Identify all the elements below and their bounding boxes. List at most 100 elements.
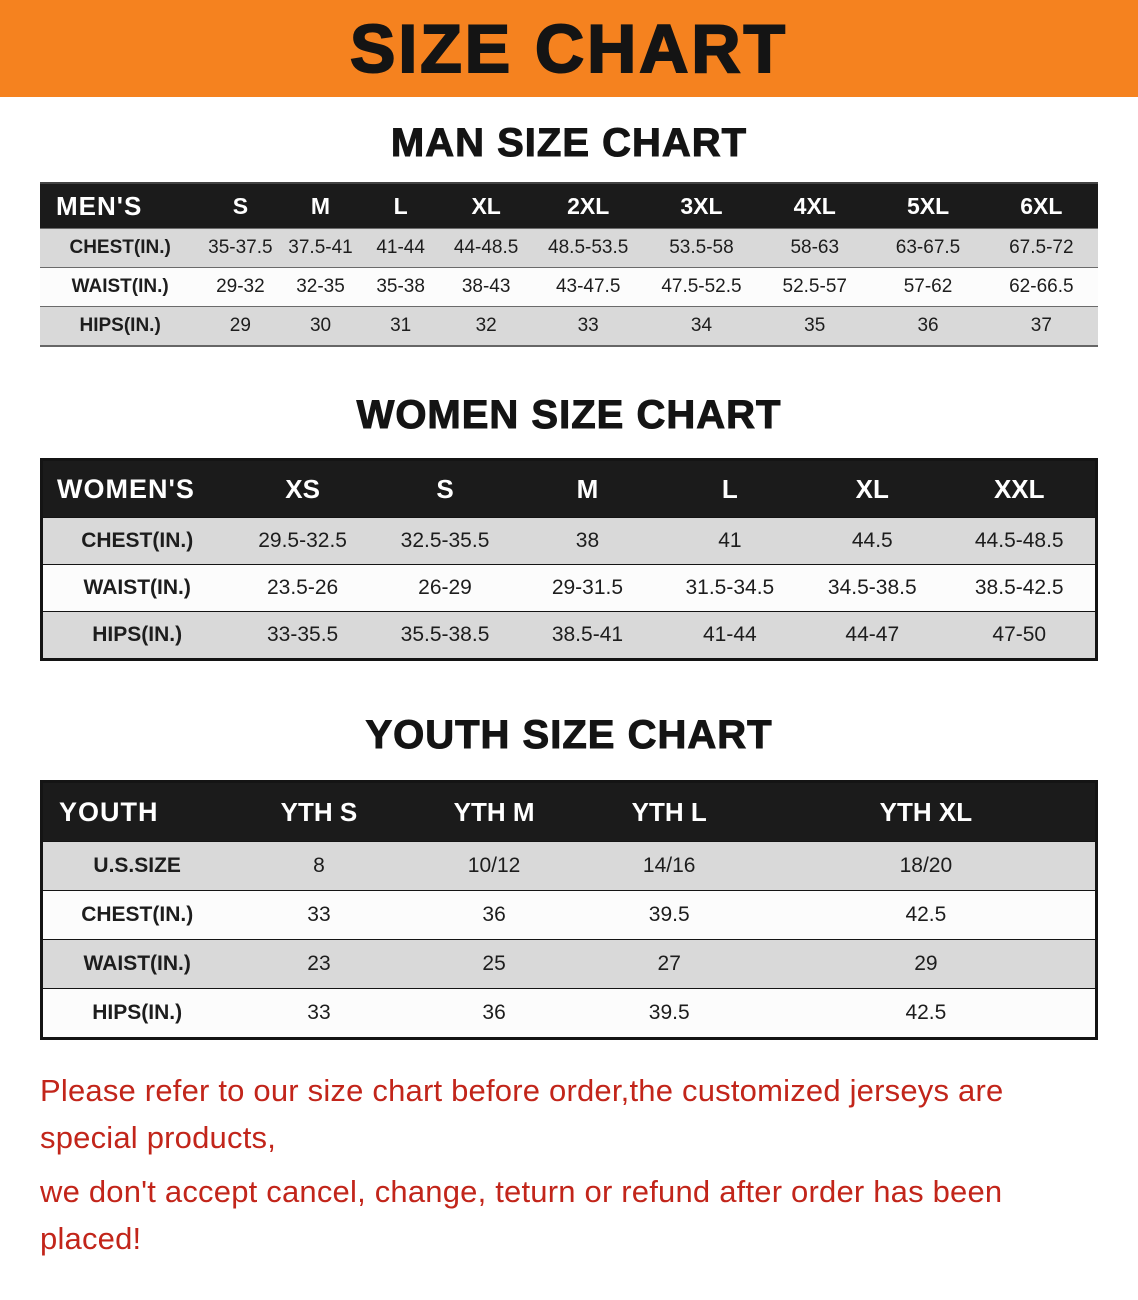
measurement-cell: 48.5-53.5 <box>548 237 629 258</box>
measurement-cell: 35-37.5 <box>208 237 273 258</box>
men-table-title: MEN'S <box>40 183 201 229</box>
column-header-cell: YTH M <box>406 781 582 842</box>
men-header-row: MEN'S S M L XL 2XL 3XL 4XL 5XL 6XL <box>40 183 1098 229</box>
column-header-cell: XL <box>440 183 532 229</box>
measurement-cell: 33 <box>307 1001 331 1024</box>
measurement-cell: 34.5-38.5 <box>827 576 917 599</box>
measurement-cell: 63-67.5 <box>895 237 961 258</box>
measurement-cell: 47.5-52.5 <box>661 276 742 297</box>
table-row: HIPS(IN.) 29 30 31 32 33 34 35 36 37 <box>40 306 1098 346</box>
table-row: WAIST(IN.) 23.5-26 26-29 29-31.5 31.5-34… <box>41 564 1097 612</box>
measurement-cell: 44-48.5 <box>453 237 519 258</box>
banner: SIZE CHART <box>0 0 1138 97</box>
measurement-cell: 18/20 <box>899 854 953 877</box>
measurement-cell: 43-47.5 <box>555 276 621 297</box>
row-label-cell: WAIST(IN.) <box>83 952 191 975</box>
notice: Please refer to our size chart before or… <box>0 1040 1138 1300</box>
measurement-cell: 35 <box>804 315 826 336</box>
measurement-cell: 25 <box>482 952 506 975</box>
table-row: CHEST(IN.) 29.5-32.5 32.5-35.5 38 41 44.… <box>41 517 1097 565</box>
measurement-cell: 38 <box>575 529 600 552</box>
column-header-cell: S <box>200 183 281 229</box>
row-label-cell: WAIST(IN.) <box>71 276 169 297</box>
measurement-cell: 38.5-41 <box>551 623 624 646</box>
measurement-cell: 31 <box>390 315 412 336</box>
measurement-cell: 8 <box>313 854 325 877</box>
measurement-cell: 33-35.5 <box>266 623 339 646</box>
man-section-heading: MAN SIZE CHART <box>390 121 748 166</box>
row-label-cell: CHEST(IN.) <box>81 529 194 552</box>
row-label-cell: U.S.SIZE <box>93 854 181 877</box>
men-size-table: MEN'S S M L XL 2XL 3XL 4XL 5XL 6XL CHEST… <box>40 182 1098 347</box>
measurement-cell: 37 <box>1030 315 1052 336</box>
women-section-heading: WOMEN SIZE CHART <box>356 393 782 438</box>
column-header-cell: 2XL <box>531 183 645 229</box>
measurement-cell: 57-62 <box>903 276 953 297</box>
man-size-section: MAN SIZE CHART MEN'S S M L XL 2XL 3XL 4X… <box>0 121 1138 347</box>
measurement-cell: 39.5 <box>648 903 690 926</box>
row-label-cell: HIPS(IN.) <box>79 315 161 336</box>
measurement-cell: 42.5 <box>905 1001 947 1024</box>
column-header-cell: YTH XL <box>756 781 1097 842</box>
measurement-cell: 31.5-34.5 <box>685 576 775 599</box>
page-title: SIZE CHART <box>349 10 788 87</box>
women-table-title: WOMEN'S <box>41 459 232 518</box>
measurement-cell: 47-50 <box>992 623 1047 646</box>
column-header-cell: L <box>360 183 441 229</box>
measurement-cell: 36 <box>917 315 939 336</box>
measurement-cell: 23.5-26 <box>266 576 339 599</box>
measurement-cell: 29 <box>914 952 938 975</box>
measurement-cell: 29-32 <box>216 276 265 297</box>
measurement-cell: 32 <box>475 315 497 336</box>
measurement-cell: 41-44 <box>376 237 425 258</box>
measurement-cell: 41-44 <box>703 623 757 646</box>
measurement-cell: 42.5 <box>905 903 947 926</box>
youth-section-heading: YOUTH SIZE CHART <box>365 713 773 758</box>
column-header-cell: 6XL <box>984 183 1098 229</box>
table-row: WAIST(IN.) 29-32 32-35 35-38 38-43 43-47… <box>40 267 1098 307</box>
measurement-cell: 44.5-48.5 <box>974 529 1064 552</box>
youth-header-row: YOUTH YTH S YTH M YTH L YTH XL <box>41 781 1097 842</box>
table-row: WAIST(IN.) 23 25 27 29 <box>41 939 1097 989</box>
measurement-cell: 35-38 <box>376 276 425 297</box>
measurement-cell: 23 <box>307 952 331 975</box>
measurement-cell: 33 <box>577 315 599 336</box>
measurement-cell: 44.5 <box>851 529 893 552</box>
measurement-cell: 36 <box>482 1001 506 1024</box>
table-row: U.S.SIZE 8 10/12 14/16 18/20 <box>41 841 1097 891</box>
column-header-cell: 3XL <box>644 183 759 229</box>
table-row: HIPS(IN.) 33-35.5 35.5-38.5 38.5-41 41-4… <box>41 611 1097 660</box>
youth-table-title: YOUTH <box>41 781 232 842</box>
measurement-cell: 52.5-57 <box>782 276 847 297</box>
column-header-cell: YTH L <box>581 781 757 842</box>
column-header-cell: S <box>373 459 517 518</box>
measurement-cell: 14/16 <box>642 854 696 877</box>
table-row: HIPS(IN.) 33 36 39.5 42.5 <box>41 988 1097 1039</box>
measurement-cell: 37.5-41 <box>288 237 353 258</box>
table-row: CHEST(IN.) 35-37.5 37.5-41 41-44 44-48.5… <box>40 228 1098 268</box>
measurement-cell: 29.5-32.5 <box>258 529 347 552</box>
column-header-cell: 5XL <box>871 183 985 229</box>
measurement-cell: 30 <box>309 315 332 336</box>
measurement-cell: 53.5-58 <box>669 237 734 258</box>
table-row: CHEST(IN.) 33 36 39.5 42.5 <box>41 890 1097 940</box>
measurement-cell: 39.5 <box>648 1001 690 1024</box>
women-size-table: WOMEN'S XS S M L XL XXL CHEST(IN.) 29.5-… <box>40 458 1098 661</box>
row-label-cell: WAIST(IN.) <box>83 576 191 599</box>
youth-size-section: YOUTH SIZE CHART YOUTH YTH S YTH M YTH L… <box>0 713 1138 1040</box>
row-label-cell: CHEST(IN.) <box>81 903 194 926</box>
measurement-cell: 27 <box>657 952 681 975</box>
women-header-row: WOMEN'S XS S M L XL XXL <box>41 459 1097 518</box>
column-header-cell: M <box>516 459 659 518</box>
measurement-cell: 32.5-35.5 <box>400 529 490 552</box>
column-header-cell: 4XL <box>758 183 872 229</box>
measurement-cell: 38-43 <box>461 276 511 297</box>
column-header-cell: YTH S <box>231 781 407 842</box>
measurement-cell: 10/12 <box>467 854 521 877</box>
measurement-cell: 38.5-42.5 <box>974 576 1064 599</box>
measurement-cell: 44-47 <box>845 623 900 646</box>
notice-line-2: we don't accept cancel, change, teturn o… <box>40 1174 1003 1256</box>
measurement-cell: 33 <box>307 903 331 926</box>
measurement-cell: 62-66.5 <box>1009 276 1074 297</box>
